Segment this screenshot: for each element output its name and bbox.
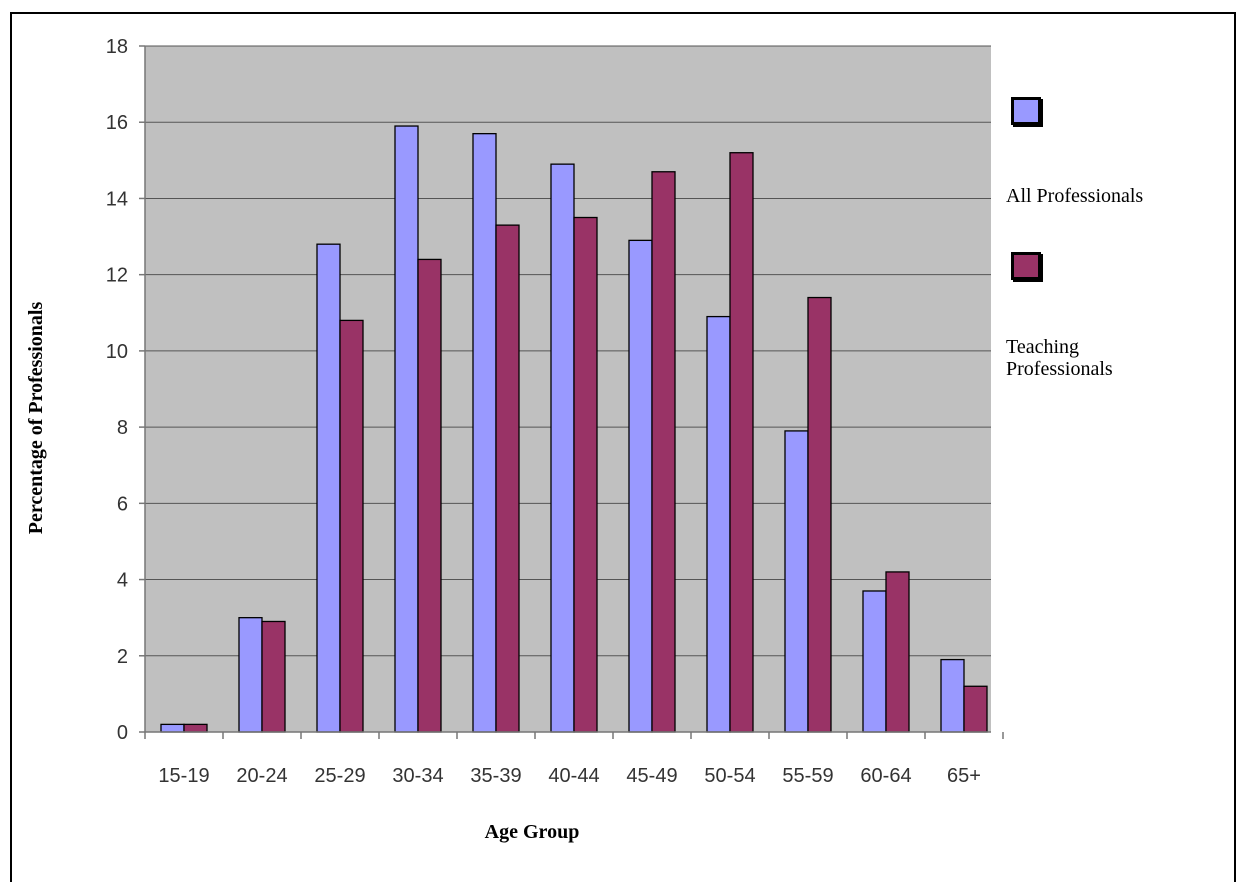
bar-all-professionals [160, 723, 185, 733]
x-tick-label: 15-19 [158, 765, 209, 787]
axes [139, 45, 1004, 739]
y-tick-label: 14 [106, 188, 128, 210]
x-tick-label: 25-29 [314, 765, 365, 787]
y-tick-label: 10 [106, 341, 128, 363]
bar-all-professionals [550, 163, 575, 733]
bar-teaching-professionals [651, 171, 676, 733]
bars [160, 125, 988, 733]
x-tick-label: 20-24 [236, 765, 287, 787]
bar-teaching-professionals [261, 620, 286, 733]
x-tick-label: 45-49 [626, 765, 677, 787]
bar-teaching-professionals [807, 296, 832, 733]
x-tick-label: 50-54 [704, 765, 755, 787]
bar-all-professionals [862, 590, 887, 733]
bar-teaching-professionals [183, 723, 208, 733]
y-tick-label: 6 [117, 493, 128, 515]
bar-teaching-professionals [885, 571, 910, 733]
y-tick-label: 0 [117, 722, 128, 744]
x-tick-label: 65+ [947, 765, 981, 787]
y-tick-label: 4 [117, 570, 128, 592]
bar-teaching-professionals [339, 319, 364, 733]
bar-all-professionals [706, 315, 731, 733]
x-tick-label: 60-64 [860, 765, 911, 787]
y-tick-label: 12 [106, 265, 128, 287]
bar-all-professionals [394, 125, 419, 733]
legend-label-all-professionals: All Professionals [1006, 185, 1144, 207]
y-tick-label: 18 [106, 36, 128, 58]
y-tick-labels: 0 2 4 6 8 10 12 14 16 18 [106, 36, 128, 744]
bar-teaching-professionals [495, 224, 520, 733]
bar-teaching-professionals [963, 685, 988, 733]
x-tick-label: 55-59 [782, 765, 833, 787]
legend-swatch-all-professionals [1011, 97, 1041, 125]
x-axis-label: Age Group [485, 821, 580, 843]
legend-swatch-teaching-professionals [1011, 252, 1041, 280]
bar-teaching-professionals [573, 216, 598, 733]
bar-teaching-professionals [417, 258, 442, 733]
bar-all-professionals [316, 243, 341, 733]
bar-all-professionals [784, 430, 809, 733]
bar-all-professionals [628, 239, 653, 733]
x-tick-label: 35-39 [470, 765, 521, 787]
y-tick-label: 2 [117, 646, 128, 668]
x-tick-labels: 15-19 20-24 25-29 30-34 35-39 40-44 45-49 50-54… [158, 765, 981, 787]
figure-frame [10, 12, 1236, 882]
bar-all-professionals [940, 658, 965, 733]
bar-all-professionals [238, 617, 263, 733]
legend-label-teaching-professionals: Teaching Professionals [1006, 336, 1113, 380]
x-tick-label: 30-34 [392, 765, 443, 787]
bar-teaching-professionals [729, 152, 754, 733]
y-tick-label: 8 [117, 417, 128, 439]
x-tick-label: 40-44 [548, 765, 599, 787]
bar-all-professionals [472, 133, 497, 733]
y-axis-label: Percentage of Professionals [25, 302, 47, 535]
y-tick-label: 16 [106, 112, 128, 134]
